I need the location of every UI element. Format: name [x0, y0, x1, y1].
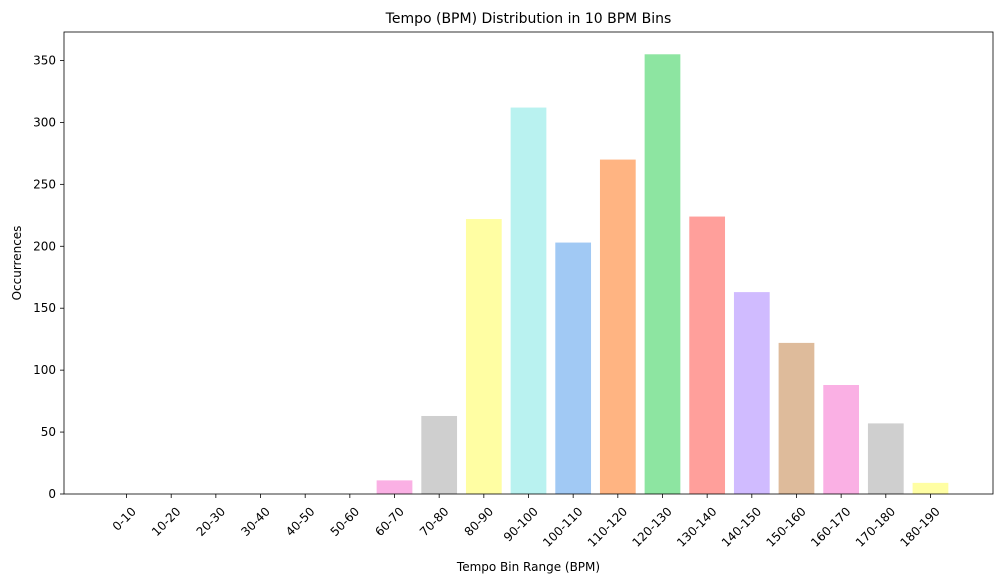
- bar-80-90: [465, 219, 502, 495]
- x-axis-label: Tempo Bin Range (BPM): [456, 560, 600, 574]
- x-tick-label: 80-90: [462, 504, 497, 539]
- x-tick-label: 60-70: [372, 504, 407, 539]
- x-tick-label: 0-10: [110, 504, 139, 533]
- bars-group: [376, 54, 949, 495]
- x-axis: 0-10 10-20 20-30 30-40 40-50 50-60 60-70 70-80 8…: [110, 494, 943, 550]
- x-tick-label: 20-30: [194, 504, 229, 539]
- bar-120-130: [644, 54, 681, 494]
- bar-160-170: [823, 385, 860, 494]
- bar-90-100: [510, 107, 547, 494]
- x-tick-label: 100-110: [540, 504, 585, 549]
- plot-frame: [63, 31, 994, 495]
- x-tick-label: 110-120: [585, 504, 630, 549]
- x-tick-label: 50-60: [328, 504, 363, 539]
- x-tick-label: 130-140: [674, 504, 719, 549]
- bar-60-70: [376, 480, 413, 494]
- bar-170-180: [867, 423, 904, 494]
- bar-100-110: [555, 242, 592, 494]
- y-axis-label: Occurrences: [10, 226, 24, 301]
- y-tick-label: 350: [33, 53, 56, 67]
- y-tick-label: 250: [33, 177, 56, 191]
- x-tick-label: 170-180: [853, 504, 898, 549]
- x-tick-label: 90-100: [501, 504, 541, 544]
- x-tick-label: 30-40: [238, 504, 273, 539]
- x-tick-label: 180-190: [897, 504, 942, 549]
- y-axis: 0 50 100 150 200 250 300 350: [33, 53, 64, 501]
- bar-180-190: [912, 482, 949, 494]
- chart-title: Tempo (BPM) Distribution in 10 BPM Bins: [385, 11, 672, 27]
- x-tick-label: 160-170: [808, 504, 853, 549]
- y-tick-label: 0: [48, 487, 56, 501]
- y-tick-label: 100: [33, 363, 56, 377]
- x-tick-label: 40-50: [283, 504, 318, 539]
- y-tick-label: 50: [41, 425, 56, 439]
- bar-70-80: [421, 415, 458, 494]
- bar-150-160: [778, 342, 815, 494]
- x-tick-label: 10-20: [149, 504, 184, 539]
- y-tick-label: 300: [33, 115, 56, 129]
- bar-130-140: [689, 216, 726, 494]
- x-tick-label: 140-150: [719, 504, 764, 549]
- bar-110-120: [599, 159, 636, 494]
- x-tick-label: 120-130: [629, 504, 674, 549]
- bar-140-150: [733, 292, 770, 494]
- x-tick-label: 70-80: [417, 504, 452, 539]
- y-tick-label: 150: [33, 301, 56, 315]
- y-tick-label: 200: [33, 239, 56, 253]
- x-tick-label: 150-160: [763, 504, 808, 549]
